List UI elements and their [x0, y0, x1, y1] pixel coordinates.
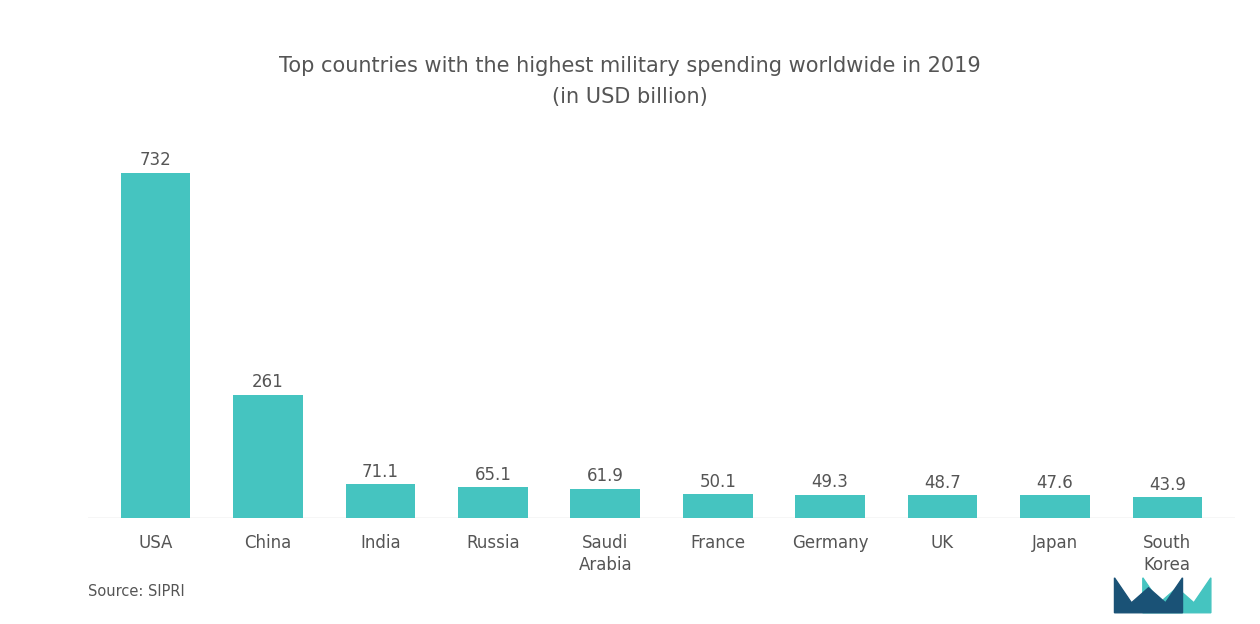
Bar [233, 395, 302, 518]
Text: Source: SIPRI: Source: SIPRI [88, 584, 185, 599]
Text: 61.9: 61.9 [587, 467, 624, 485]
Text: 71.1: 71.1 [362, 463, 399, 481]
Bar [1133, 497, 1202, 518]
Bar [571, 489, 640, 518]
Text: 50.1: 50.1 [699, 473, 736, 491]
Text: 47.6: 47.6 [1037, 474, 1074, 492]
Text: (in USD billion): (in USD billion) [552, 87, 708, 107]
Bar [795, 495, 864, 518]
Bar [683, 494, 752, 518]
Text: Top countries with the highest military spending worldwide in 2019: Top countries with the highest military … [280, 56, 980, 76]
Bar [459, 487, 528, 518]
Bar [1021, 495, 1090, 518]
Bar [907, 495, 978, 518]
Text: 65.1: 65.1 [475, 466, 512, 484]
Polygon shape [1143, 578, 1211, 613]
Text: 732: 732 [140, 151, 171, 169]
Polygon shape [1115, 578, 1182, 613]
Text: 43.9: 43.9 [1149, 476, 1186, 494]
Text: 261: 261 [252, 374, 284, 391]
Text: 48.7: 48.7 [924, 474, 961, 492]
Bar [345, 484, 416, 518]
Text: 49.3: 49.3 [811, 474, 848, 491]
Bar [121, 173, 190, 518]
